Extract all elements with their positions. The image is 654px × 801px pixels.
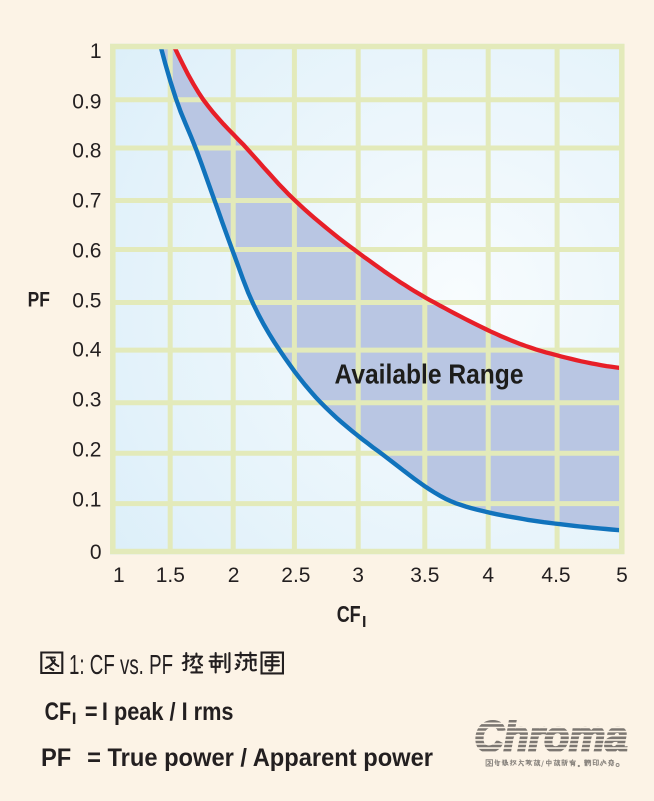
svg-text:0.2: 0.2 xyxy=(72,439,101,462)
svg-text:PF = True power / Apparent po: PF = True power / Apparent power xyxy=(41,744,433,772)
svg-text:I: I xyxy=(72,709,77,728)
svg-text:CF: CF xyxy=(45,698,72,726)
svg-text:Available Range: Available Range xyxy=(335,358,524,389)
svg-text:2.5: 2.5 xyxy=(281,564,310,587)
svg-text:0: 0 xyxy=(90,541,102,564)
svg-text:0.5: 0.5 xyxy=(72,290,101,313)
svg-text:5: 5 xyxy=(616,564,628,587)
svg-text:0.8: 0.8 xyxy=(72,140,101,163)
svg-text:4: 4 xyxy=(482,564,494,587)
svg-text:0.3: 0.3 xyxy=(72,389,101,412)
svg-text:1: CF vs. PF: 1: CF vs. PF xyxy=(69,649,173,680)
svg-text:2: 2 xyxy=(228,564,240,587)
svg-text:= I peak / I rms: = I peak / I rms xyxy=(81,698,234,726)
svg-text:CF: CF xyxy=(337,601,361,627)
svg-text:0.9: 0.9 xyxy=(72,90,101,113)
svg-text:PF: PF xyxy=(28,289,50,312)
svg-text:/: / xyxy=(541,759,544,769)
svg-text:I: I xyxy=(362,614,366,631)
svg-text:0.4: 0.4 xyxy=(72,339,102,362)
svg-text:0.7: 0.7 xyxy=(72,190,101,213)
svg-text:4.5: 4.5 xyxy=(541,564,570,587)
svg-text:1: 1 xyxy=(113,564,125,587)
svg-text:Chroma: Chroma xyxy=(475,713,628,761)
svg-text:3.5: 3.5 xyxy=(410,564,439,587)
svg-text:1: 1 xyxy=(90,40,102,63)
svg-text:3: 3 xyxy=(352,564,364,587)
svg-text:1.5: 1.5 xyxy=(156,564,185,587)
svg-text:0.1: 0.1 xyxy=(72,489,101,512)
svg-text:0.6: 0.6 xyxy=(72,240,101,263)
